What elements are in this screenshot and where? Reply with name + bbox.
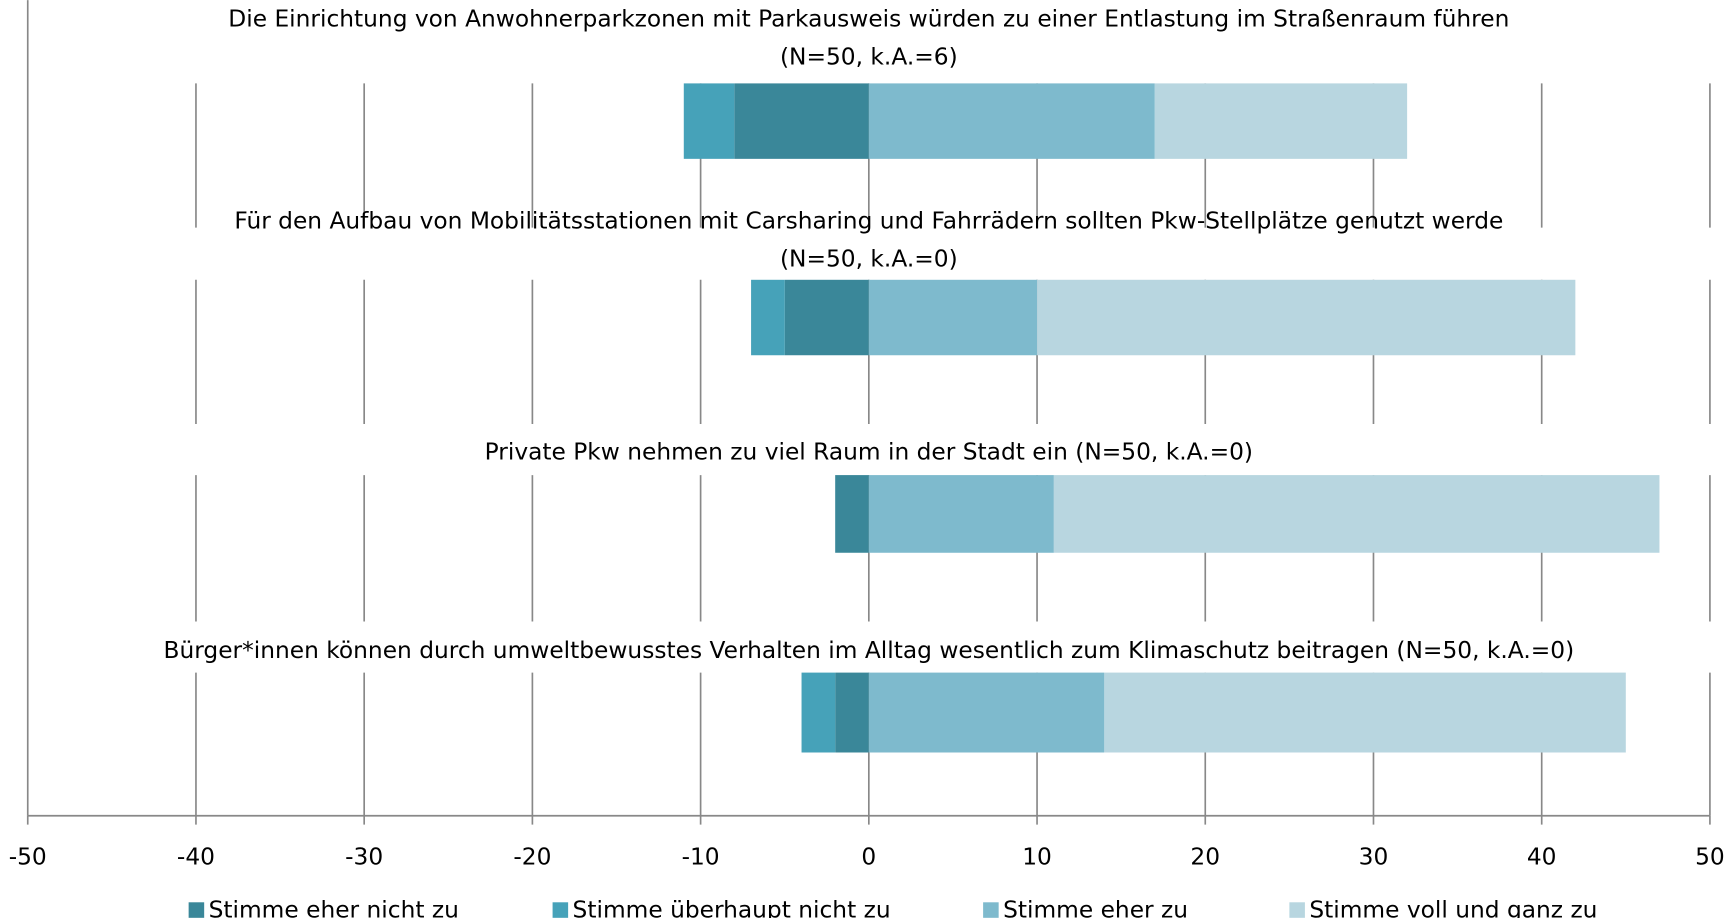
bar-segment: [1104, 672, 1626, 753]
x-tick-label: 20: [1190, 843, 1220, 870]
x-tick-label: 30: [1359, 843, 1389, 870]
category-label: (N=50, k.A.=6): [780, 43, 958, 70]
legend-label: Stimme eher zu: [1003, 897, 1188, 918]
category-label: Für den Aufbau von Mobilitätsstationen m…: [234, 208, 1503, 235]
category-label: Private Pkw nehmen zu viel Raum in der S…: [485, 438, 1253, 465]
bar-segment: [801, 672, 836, 753]
bar-segment: [835, 475, 869, 553]
bar-segment: [751, 279, 785, 356]
bar-segment: [868, 83, 1155, 159]
bar-segment: [683, 83, 735, 159]
category-label: (N=50, k.A.=0): [780, 245, 958, 272]
x-tick-label: -50: [9, 843, 47, 870]
category-label: Die Einrichtung von Anwohnerparkzonen mi…: [228, 6, 1509, 33]
x-tick-label: 40: [1527, 843, 1557, 870]
x-tick-label: 10: [1022, 843, 1052, 870]
bar-segment: [1037, 279, 1576, 356]
x-tick-label: -20: [513, 843, 551, 870]
x-tick-label: -40: [177, 843, 215, 870]
bar-segment: [1154, 83, 1408, 159]
legend-swatch: [983, 902, 999, 918]
legend-swatch: [1289, 902, 1305, 918]
bar-segment: [734, 83, 869, 159]
bar-segment: [868, 475, 1054, 553]
category-label: Bürger*innen können durch umweltbewusste…: [163, 637, 1574, 664]
bar-segment: [1053, 475, 1660, 553]
x-tick-label: 50: [1695, 843, 1725, 870]
legend-label: Stimme voll und ganz zu: [1309, 897, 1597, 918]
x-tick-label: -30: [345, 843, 383, 870]
legend-swatch: [552, 902, 569, 918]
bar-segment: [868, 279, 1038, 356]
legend-swatch: [188, 902, 205, 918]
x-tick-label: -10: [682, 843, 720, 870]
x-tick-label: 0: [861, 843, 876, 870]
bar-segment: [784, 279, 869, 356]
legend-label: Stimme eher nicht zu: [209, 897, 459, 918]
bar-segment: [835, 672, 869, 753]
legend-label: Stimme überhaupt nicht zu: [573, 897, 891, 918]
bar-segment: [868, 672, 1105, 753]
